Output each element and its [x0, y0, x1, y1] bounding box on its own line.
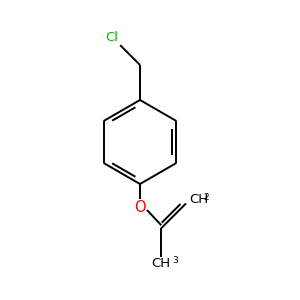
Text: Cl: Cl: [105, 31, 118, 44]
Text: 2: 2: [203, 194, 208, 202]
Text: CH: CH: [189, 193, 208, 206]
Text: 3: 3: [172, 256, 178, 265]
Text: O: O: [134, 200, 146, 214]
Text: CH: CH: [152, 257, 171, 270]
